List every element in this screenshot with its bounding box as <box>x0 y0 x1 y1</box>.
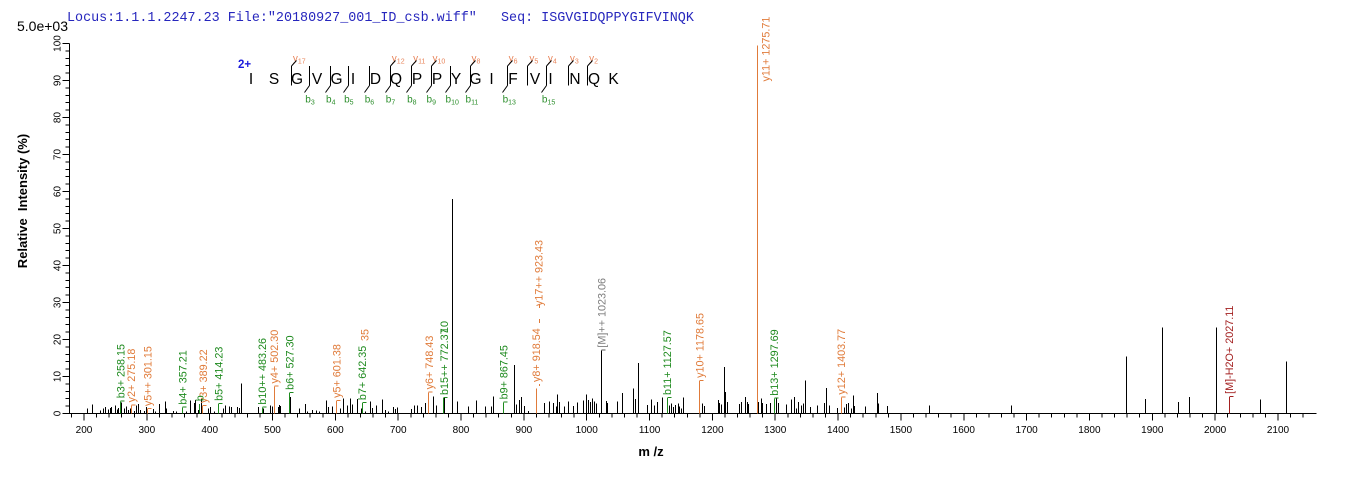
svg-text:30: 30 <box>53 297 64 309</box>
svg-text:1400: 1400 <box>827 425 850 436</box>
svg-text:800: 800 <box>453 425 470 436</box>
svg-text:y8: y8 <box>472 54 481 66</box>
svg-text:b11+ 1127.57: b11+ 1127.57 <box>662 330 674 395</box>
svg-text:b9: b9 <box>427 95 437 107</box>
svg-text:b6+ 527.30: b6+ 527.30 <box>285 335 297 389</box>
svg-text:I: I <box>548 71 552 88</box>
svg-text:b6: b6 <box>365 95 375 107</box>
svg-text:2000: 2000 <box>1204 425 1227 436</box>
svg-text:P: P <box>432 71 442 88</box>
svg-text:y11+ 1275.71: y11+ 1275.71 <box>760 17 772 82</box>
svg-text:1900: 1900 <box>1141 425 1164 436</box>
svg-text:50: 50 <box>53 223 64 235</box>
svg-text:500: 500 <box>264 425 281 436</box>
svg-text:[M]++ 1023.06: [M]++ 1023.06 <box>596 278 608 348</box>
svg-text:K: K <box>608 71 619 88</box>
svg-text:b15++ 772.37: b15++ 772.37 <box>439 328 451 395</box>
svg-text:V: V <box>530 71 541 88</box>
svg-text:20: 20 <box>53 334 64 346</box>
svg-text:1500: 1500 <box>890 425 913 436</box>
svg-text:900: 900 <box>516 425 533 436</box>
svg-text:G: G <box>330 71 342 88</box>
svg-text:G: G <box>291 71 303 88</box>
svg-text:1300: 1300 <box>764 425 787 436</box>
svg-text:1700: 1700 <box>1015 425 1038 436</box>
svg-text:10: 10 <box>53 371 64 383</box>
svg-text:60: 60 <box>53 186 64 198</box>
svg-text:100: 100 <box>53 35 64 52</box>
svg-text:F: F <box>508 71 517 88</box>
svg-text:y2+ 275.18: y2+ 275.18 <box>126 349 138 403</box>
svg-text:5.0e+03: 5.0e+03 <box>17 18 68 34</box>
svg-text:Locus:1.1.1.2247.23 File:"2018: Locus:1.1.1.2247.23 File:"20180927_001_I… <box>67 11 477 26</box>
svg-text:0: 0 <box>53 410 64 416</box>
svg-text:b4: b4 <box>326 95 336 107</box>
svg-text:m /z: m /z <box>638 444 664 459</box>
svg-text:b3: b3 <box>305 95 315 107</box>
svg-text:S: S <box>269 71 279 88</box>
svg-text:1800: 1800 <box>1078 425 1101 436</box>
svg-text:N: N <box>569 71 580 88</box>
svg-text:40: 40 <box>53 260 64 272</box>
svg-text:b10++ 483.26: b10++ 483.26 <box>257 338 269 405</box>
svg-text:300: 300 <box>138 425 155 436</box>
svg-text:1600: 1600 <box>953 425 976 436</box>
svg-text:b4+ 357.21: b4+ 357.21 <box>178 350 190 404</box>
svg-text:1000: 1000 <box>576 425 599 436</box>
svg-text:Q: Q <box>588 71 600 88</box>
svg-text:600: 600 <box>327 425 344 436</box>
svg-text:80: 80 <box>53 112 64 124</box>
svg-text:y5++ 301.15: y5++ 301.15 <box>143 346 155 406</box>
svg-text:[M]-H2O+ 2027.11: [M]-H2O+ 2027.11 <box>1224 306 1236 394</box>
svg-text:b5: b5 <box>344 95 354 107</box>
svg-text:b13+ 1297.69: b13+ 1297.69 <box>769 329 781 395</box>
svg-text:b8: b8 <box>407 95 417 107</box>
svg-text:D: D <box>370 71 381 88</box>
svg-text:y12+ 1403.77: y12+ 1403.77 <box>836 329 848 395</box>
svg-text:b: b <box>195 395 207 401</box>
svg-text:700: 700 <box>390 425 407 436</box>
svg-text:y8+ 918.54: y8+ 918.54 <box>531 328 543 382</box>
svg-text:V: V <box>312 71 323 88</box>
svg-text:I: I <box>489 71 493 88</box>
svg-text:70: 70 <box>53 149 64 161</box>
svg-text:10: 10 <box>439 321 451 333</box>
svg-text:1200: 1200 <box>701 425 724 436</box>
svg-text:Relative Intensity (%): Relative Intensity (%) <box>15 134 30 268</box>
svg-text:I: I <box>351 71 355 88</box>
svg-text:y6: y6 <box>509 54 518 66</box>
svg-text:90: 90 <box>53 75 64 87</box>
svg-text:y4: y4 <box>548 54 557 66</box>
svg-text:35: 35 <box>360 329 372 341</box>
svg-text:y5+ 601.38: y5+ 601.38 <box>331 344 343 398</box>
svg-text:400: 400 <box>201 425 218 436</box>
svg-text:I: I <box>249 71 253 88</box>
svg-text:b7+ 642.35: b7+ 642.35 <box>357 346 369 400</box>
svg-text:y17++ 923.43: y17++ 923.43 <box>534 240 546 306</box>
svg-text:y6+ 748.43: y6+ 748.43 <box>424 336 436 390</box>
svg-text:Y: Y <box>451 71 461 88</box>
svg-text:200: 200 <box>76 425 93 436</box>
svg-text:y3: y3 <box>570 54 579 66</box>
svg-text:Q: Q <box>390 71 402 88</box>
svg-text:b9+ 867.45: b9+ 867.45 <box>499 345 511 399</box>
svg-text:y3+ 389.22: y3+ 389.22 <box>198 349 210 403</box>
svg-text:b3+ 258.15: b3+ 258.15 <box>115 344 127 398</box>
svg-text:2+: 2+ <box>238 59 251 71</box>
svg-text:y2: y2 <box>589 54 598 66</box>
svg-text:y4+ 502.30: y4+ 502.30 <box>269 330 281 384</box>
svg-text:1100: 1100 <box>639 425 661 436</box>
svg-text:b7: b7 <box>386 95 396 107</box>
svg-text:y10+ 1178.65: y10+ 1178.65 <box>694 313 706 378</box>
svg-text:y5: y5 <box>529 54 538 66</box>
svg-text:b5+ 414.23: b5+ 414.23 <box>214 347 226 401</box>
svg-text:G: G <box>469 71 481 88</box>
svg-text:Seq: ISGVGIDQPPYGIFVINQK: Seq: ISGVGIDQPPYGIFVINQK <box>501 11 695 26</box>
svg-text:P: P <box>412 71 422 88</box>
svg-text:2100: 2100 <box>1267 425 1290 436</box>
